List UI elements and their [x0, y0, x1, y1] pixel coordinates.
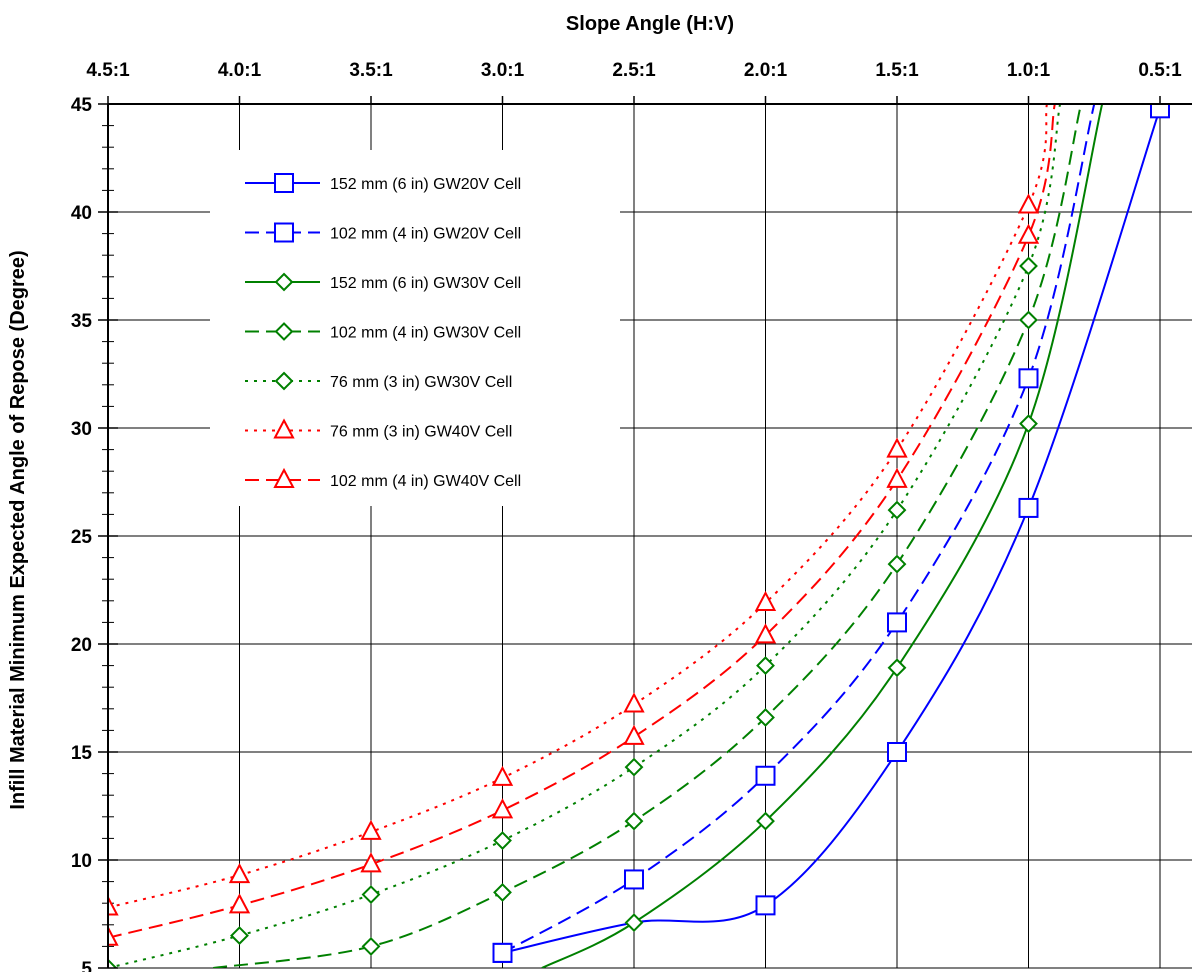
data-point: [361, 885, 381, 904]
series-line: [108, 104, 1062, 968]
x-tick-label: 2.0:1: [744, 60, 788, 81]
legend-marker: [274, 222, 294, 243]
legend-item: 102 mm (4 in) GW40V Cell: [245, 467, 521, 490]
legend-marker: [274, 272, 294, 292]
legend-label: 102 mm (4 in) GW30V Cell: [330, 325, 521, 342]
data-point: [887, 612, 907, 633]
y-tick-label: 15: [71, 743, 93, 764]
data-point: [491, 765, 514, 786]
legend-marker: [274, 322, 294, 341]
data-point: [492, 942, 513, 963]
series-line: [213, 104, 1083, 968]
x-tick-label: 0.5:1: [1138, 60, 1182, 81]
series-6: [108, 104, 1048, 916]
legend-marker: [273, 467, 295, 488]
y-tick-label: 35: [71, 311, 93, 332]
data-point: [756, 811, 775, 831]
data-point: [886, 467, 908, 488]
series-layer: [108, 104, 1170, 968]
data-point: [623, 692, 645, 713]
data-point: [886, 437, 908, 458]
legend-item: 152 mm (6 in) GW20V Cell: [245, 173, 521, 193]
data-point: [754, 623, 777, 644]
legend-marker: [274, 371, 294, 391]
legend-label: 102 mm (4 in) GW20V Cell: [330, 226, 521, 243]
legend-label: 102 mm (4 in) GW40V Cell: [330, 473, 521, 490]
data-point: [755, 895, 776, 916]
legend-label: 76 mm (3 in) GW40V Cell: [330, 424, 512, 441]
data-point: [624, 913, 644, 933]
data-point: [1017, 193, 1040, 214]
data-point: [108, 958, 118, 968]
data-point: [1019, 310, 1038, 330]
legend-label: 76 mm (3 in) GW30V Cell: [330, 374, 512, 391]
data-point: [491, 798, 514, 819]
axes: 4.5:1 4.0:1 3.5:1 3.0:1 2.5:1 2.0:1 1.5:1 1.0:1…: [71, 60, 1192, 972]
data-point: [624, 757, 644, 777]
data-point: [230, 926, 249, 946]
y-tick-label: 25: [71, 527, 93, 548]
series-3: [541, 104, 1104, 968]
x-tick-label: 2.5:1: [612, 60, 656, 81]
data-point: [1017, 223, 1040, 244]
x-tick-label: 3.0:1: [481, 60, 525, 81]
series-5: [108, 104, 1062, 968]
y-tick-label: 40: [71, 203, 92, 224]
x-tick-label: 3.5:1: [349, 60, 393, 81]
data-point: [360, 819, 382, 840]
data-point: [493, 831, 512, 850]
y-tick-label: 5: [81, 959, 92, 972]
series-7: [108, 104, 1056, 946]
series-line: [108, 104, 1056, 939]
legend: 152 mm (6 in) GW20V Cell 102 mm (4 in) GW…: [210, 150, 620, 506]
y-tick-label: 45: [71, 95, 93, 116]
x-tick-label: 4.0:1: [218, 60, 262, 81]
data-point: [1019, 414, 1038, 434]
x-axis-title: Slope Angle (H:V): [566, 13, 734, 35]
data-point: [228, 893, 251, 914]
legend-item: 102 mm (4 in) GW30V Cell: [245, 322, 521, 342]
data-point: [755, 765, 776, 786]
x-tick-label: 4.5:1: [86, 60, 130, 81]
data-point: [624, 811, 644, 831]
x-tick-label: 1.0:1: [1007, 60, 1051, 81]
data-point: [228, 862, 251, 884]
data-point: [887, 500, 907, 520]
legend-marker: [273, 418, 295, 439]
data-point: [887, 658, 907, 678]
y-axis-title: Infill Material Minimum Expected Angle o…: [7, 250, 29, 809]
y-tick-label: 20: [71, 635, 92, 656]
data-point: [887, 554, 907, 574]
data-point: [1019, 256, 1038, 276]
y-tick-label: 10: [71, 851, 92, 872]
series-2: [492, 104, 1096, 963]
legend-item: 76 mm (3 in) GW30V Cell: [245, 371, 512, 391]
data-point: [624, 869, 644, 890]
data-point: [756, 708, 775, 727]
x-tick-label: 1.5:1: [875, 60, 919, 81]
data-point: [361, 936, 381, 956]
data-point: [1018, 368, 1039, 389]
legend-item: 76 mm (3 in) GW40V Cell: [245, 418, 512, 441]
legend-label: 152 mm (6 in) GW30V Cell: [330, 275, 521, 292]
data-point: [360, 852, 382, 873]
data-point: [756, 656, 775, 676]
data-point: [887, 742, 907, 762]
series-4: [213, 104, 1083, 968]
legend-marker: [274, 173, 294, 193]
data-point: [623, 724, 645, 745]
data-point: [108, 895, 119, 916]
data-point: [108, 925, 119, 946]
data-point: [493, 882, 512, 902]
y-tick-label: 30: [71, 419, 92, 440]
legend-label: 152 mm (6 in) GW20V Cell: [330, 176, 521, 193]
legend-item: 102 mm (4 in) GW20V Cell: [245, 222, 521, 243]
data-point: [754, 590, 777, 611]
data-point: [1150, 104, 1170, 119]
data-point: [1018, 497, 1039, 518]
legend-item: 152 mm (6 in) GW30V Cell: [245, 272, 521, 292]
